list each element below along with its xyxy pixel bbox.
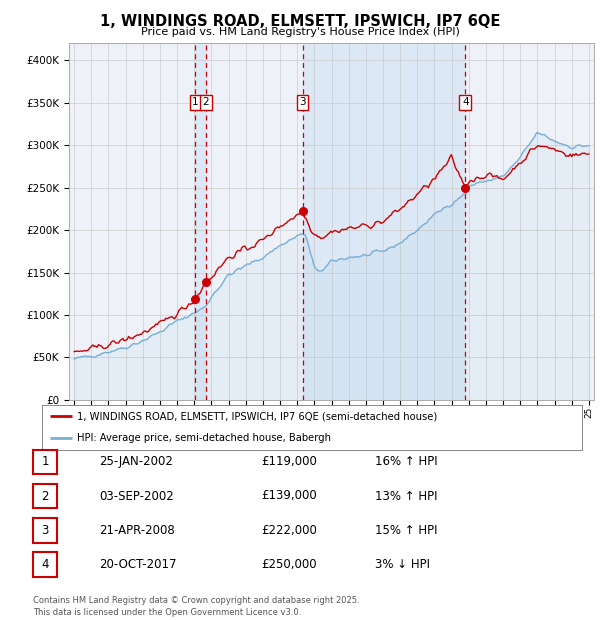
Text: 2: 2 [41,490,49,502]
Text: 03-SEP-2002: 03-SEP-2002 [99,490,174,502]
Bar [302,43,466,400]
Text: 2: 2 [202,97,209,107]
Text: 15% ↑ HPI: 15% ↑ HPI [375,524,437,536]
Bar [196,43,206,400]
Text: 3: 3 [41,524,49,536]
Text: 4: 4 [41,558,49,570]
Text: 21-APR-2008: 21-APR-2008 [99,524,175,536]
Text: Price paid vs. HM Land Registry's House Price Index (HPI): Price paid vs. HM Land Registry's House … [140,27,460,37]
Text: 1, WINDINGS ROAD, ELMSETT, IPSWICH, IP7 6QE (semi-detached house): 1, WINDINGS ROAD, ELMSETT, IPSWICH, IP7 … [77,411,437,421]
Text: £119,000: £119,000 [261,456,317,468]
Text: £139,000: £139,000 [261,490,317,502]
Text: £222,000: £222,000 [261,524,317,536]
Text: 1: 1 [41,456,49,468]
Text: HPI: Average price, semi-detached house, Babergh: HPI: Average price, semi-detached house,… [77,433,331,443]
Text: 4: 4 [462,97,469,107]
Text: £250,000: £250,000 [261,558,317,570]
Text: 16% ↑ HPI: 16% ↑ HPI [375,456,437,468]
Text: 3: 3 [299,97,306,107]
Text: 1, WINDINGS ROAD, ELMSETT, IPSWICH, IP7 6QE: 1, WINDINGS ROAD, ELMSETT, IPSWICH, IP7 … [100,14,500,29]
Text: Contains HM Land Registry data © Crown copyright and database right 2025.
This d: Contains HM Land Registry data © Crown c… [33,596,359,617]
Text: 1: 1 [192,97,199,107]
Text: 20-OCT-2017: 20-OCT-2017 [99,558,176,570]
Text: 25-JAN-2002: 25-JAN-2002 [99,456,173,468]
Text: 3% ↓ HPI: 3% ↓ HPI [375,558,430,570]
Text: 13% ↑ HPI: 13% ↑ HPI [375,490,437,502]
